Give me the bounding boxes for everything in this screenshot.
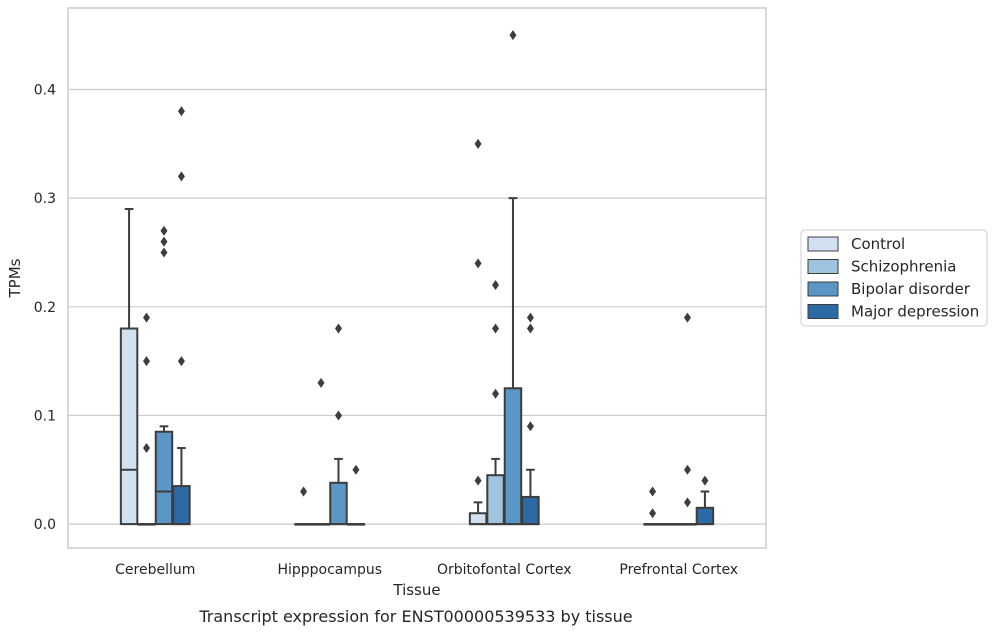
box <box>678 312 697 526</box>
outlier-point <box>649 486 657 497</box>
legend-swatch <box>807 259 839 274</box>
series-control <box>119 138 662 526</box>
legend-swatch <box>807 304 839 319</box>
outlier-point <box>683 312 691 323</box>
box <box>119 208 139 526</box>
outlier-point <box>143 356 151 367</box>
legend-label: Schizophrenia <box>851 258 956 276</box>
x-tick-label: Hipppocampus <box>277 562 382 578</box>
box <box>503 30 523 526</box>
x-tick-label: Orbitofontal Cortex <box>437 562 572 578</box>
y-tick-label: 0.3 <box>34 191 56 207</box>
box <box>695 475 715 526</box>
outlier-point <box>160 247 168 258</box>
outlier-point <box>509 30 517 41</box>
x-axis-label: Tissue <box>392 581 440 599</box>
iqr-box <box>154 430 174 526</box>
y-axis-label: TPMs <box>6 258 24 298</box>
legend-swatch <box>807 281 839 297</box>
outlier-point <box>300 486 308 497</box>
box <box>154 225 174 526</box>
outlier-point <box>526 421 534 432</box>
outlier-point <box>649 508 657 519</box>
box <box>468 138 488 526</box>
iqr-box <box>521 495 540 526</box>
outlier-point <box>474 258 482 269</box>
outlier-point <box>143 443 151 454</box>
y-tick-label: 0.4 <box>34 82 56 98</box>
box-series-group <box>119 30 715 526</box>
legend-label: Control <box>851 235 905 253</box>
outlier-point <box>334 323 342 334</box>
outlier-point <box>526 323 534 334</box>
box <box>329 323 348 526</box>
y-tick-labels: 0.0 0.1 0.2 0.3 0.4 <box>34 82 56 533</box>
box <box>137 312 156 526</box>
outlier-point <box>492 280 500 291</box>
legend-swatch <box>807 236 839 252</box>
box <box>486 280 505 526</box>
series-major-depression <box>172 106 715 526</box>
legend-frame <box>800 229 988 327</box>
outlier-point <box>492 323 500 334</box>
outlier-point <box>177 356 185 367</box>
iqr-box <box>172 485 191 526</box>
iqr-box <box>119 327 139 526</box>
x-tick-label: Prefrontal Cortex <box>619 562 738 578</box>
outlier-point <box>683 497 691 508</box>
outlier-point <box>317 377 325 388</box>
outlier-point <box>143 312 151 323</box>
y-tick-label: 0.1 <box>34 408 56 424</box>
iqr-box <box>468 512 488 526</box>
outlier-point <box>474 475 482 486</box>
outlier-point <box>160 236 168 247</box>
box <box>660 523 680 526</box>
series-schizophrenia <box>137 280 680 526</box>
iqr-box <box>486 474 505 526</box>
legend-label: Bipolar disorder <box>851 280 971 298</box>
outlier-point <box>474 138 482 149</box>
x-tick-labels: Cerebellum Hipppocampus Orbitofontal Corte… <box>115 562 738 578</box>
box <box>521 312 540 526</box>
y-tick-label: 0.0 <box>34 517 56 533</box>
legend-label: Major depression <box>851 303 979 321</box>
outlier-point <box>352 464 360 475</box>
legend: Control Schizophrenia Bipolar disorder Majo… <box>800 229 988 327</box>
series-bipolar-disorder <box>154 30 697 526</box>
y-tick-label: 0.2 <box>34 300 56 316</box>
box <box>172 106 191 526</box>
box <box>311 377 331 526</box>
x-tick-label: Cerebellum <box>115 562 195 578</box>
iqr-box <box>695 506 715 526</box>
box <box>346 464 366 526</box>
outlier-point <box>177 106 185 117</box>
outlier-point <box>683 464 691 475</box>
outlier-point <box>177 171 185 182</box>
outlier-point <box>334 410 342 421</box>
outlier-point <box>160 225 168 236</box>
outlier-point <box>492 388 500 399</box>
iqr-box <box>329 481 348 526</box>
iqr-box <box>503 387 523 526</box>
plot-frame <box>67 7 767 549</box>
box <box>294 486 313 526</box>
box <box>643 486 662 526</box>
chart-caption: Transcript expression for ENST0000053953… <box>198 607 632 626</box>
outlier-point <box>526 312 534 323</box>
outlier-point <box>701 475 709 486</box>
